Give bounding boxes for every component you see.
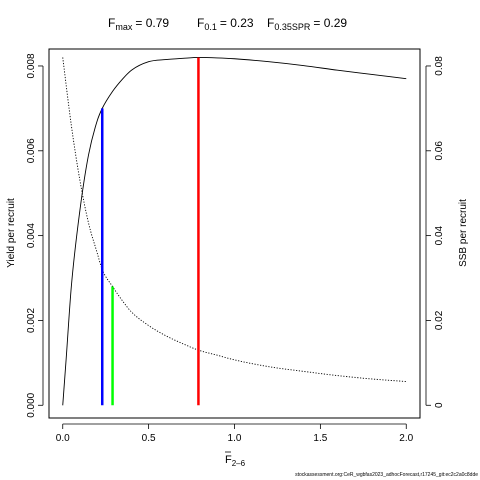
y-left-tick-label: 0.004 <box>26 223 37 248</box>
y-axis-right: 0 0.02 0.04 0.06 0.08 <box>425 56 445 408</box>
curves <box>62 57 407 406</box>
reference-lines <box>100 57 200 406</box>
x-tick-label: 0.5 <box>142 433 156 444</box>
y-left-tick-label: 0.008 <box>26 53 37 78</box>
title-fspr-sub: 0.35SPR <box>274 22 311 32</box>
y-axis-left: 0.000 0.002 0.004 0.006 0.008 <box>26 53 44 418</box>
title-fmax-sub: max <box>115 22 133 32</box>
chart-title: Fmax = 0.79 F0.1 = 0.23 F0.35SPR = 0.29 <box>108 16 347 32</box>
title-fspr-value: = 0.29 <box>313 16 347 30</box>
x-tick-label: 1.5 <box>313 433 327 444</box>
y-axis-left-label: Yield per recruit <box>6 198 17 268</box>
y-right-tick-label: 0 <box>434 402 445 408</box>
svg-text:F0.35SPR= 0.29: F0.35SPR = 0.29 <box>267 16 347 32</box>
x-axis-label: F2–6 <box>225 451 246 468</box>
svg-text:F0.1= 0.23: F0.1 = 0.23 <box>197 16 254 32</box>
x-axis: 0.0 0.5 1.0 1.5 2.0 <box>56 423 414 444</box>
y-axis-right-label: SSB per recruit <box>458 199 469 267</box>
y-left-tick-label: 0.000 <box>26 392 37 417</box>
x-tick-label: 1.0 <box>228 433 242 444</box>
ssb-per-recruit-curve <box>62 57 407 382</box>
y-right-tick-label: 0.06 <box>434 141 445 161</box>
x-tick-label: 2.0 <box>399 433 413 444</box>
yield-per-recruit-curve <box>62 57 407 406</box>
plot-frame <box>48 48 421 419</box>
x-tick-label: 0.0 <box>56 433 70 444</box>
title-fmax-value: = 0.79 <box>135 16 169 30</box>
svg-text:Fmax= 0.79: Fmax = 0.79 <box>108 16 169 32</box>
y-left-tick-label: 0.006 <box>26 138 37 163</box>
title-f01-sub: 0.1 <box>204 22 217 32</box>
svg-text:F2–6: F2–6 <box>225 454 246 468</box>
title-f01-value: = 0.23 <box>220 16 254 30</box>
y-right-tick-label: 0.08 <box>434 56 445 76</box>
y-left-tick-label: 0.002 <box>26 308 37 333</box>
footer-credit: stockassessment.org:CeR_wgbfas2023_adhoc… <box>295 472 478 478</box>
y-right-tick-label: 0.02 <box>434 310 445 330</box>
y-right-tick-label: 0.04 <box>434 225 445 245</box>
x-axis-label-sub: 2–6 <box>232 459 246 468</box>
